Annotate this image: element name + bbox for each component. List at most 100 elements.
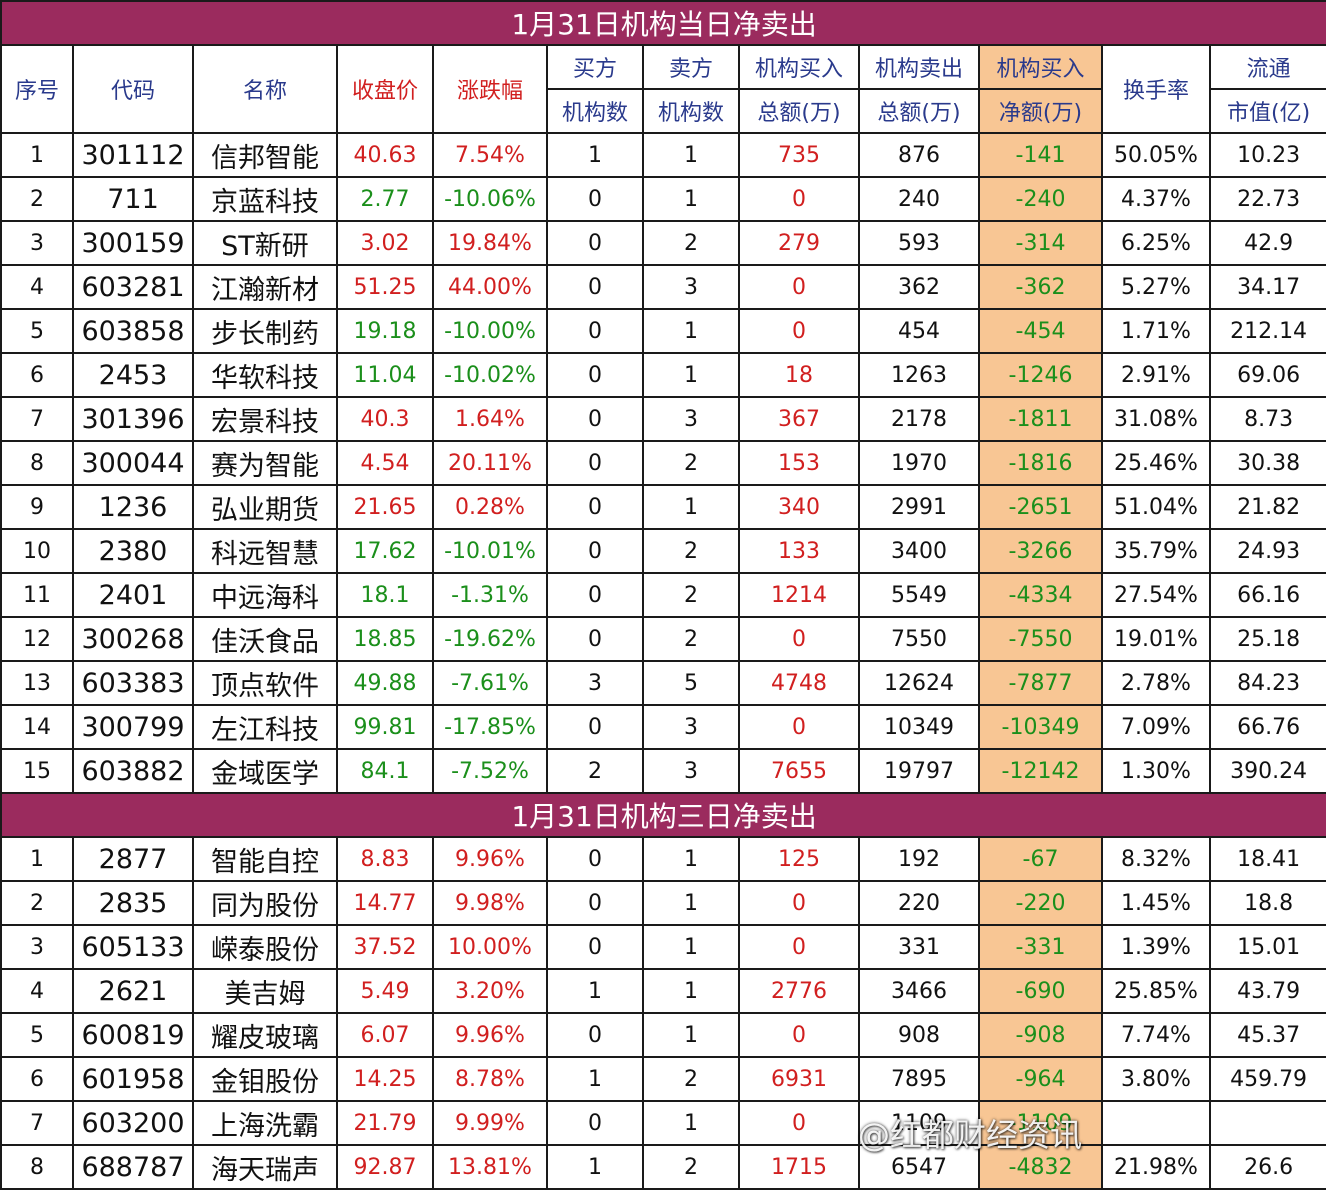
turnover-cell: 25.85%	[1101, 968, 1211, 1014]
seq-cell: 5	[0, 308, 74, 354]
seq-cell: 7	[0, 1100, 74, 1146]
code-cell: 2453	[72, 352, 194, 398]
seq-cell: 1	[0, 836, 74, 882]
buy-amount-cell: 153	[738, 440, 860, 486]
sell-amount-cell: 593	[858, 220, 980, 266]
sell-amount-cell: 7895	[858, 1056, 980, 1102]
turnover-cell: 7.09%	[1101, 704, 1211, 750]
net-amount-cell: -240	[978, 176, 1103, 222]
sell-amount-cell: 3400	[858, 528, 980, 574]
mcap-cell: 212.14	[1208, 308, 1326, 354]
buyers-cell: 0	[546, 440, 644, 486]
close-cell: 11.04	[336, 352, 434, 398]
table-row: 11 2401 中远海科 18.1 -1.31% 0 2 1214 5549 -4334 27.54…	[0, 572, 1326, 618]
buy-amount-cell: 340	[738, 484, 860, 530]
close-cell: 3.02	[336, 220, 434, 266]
name-cell: 京蓝科技	[192, 176, 338, 222]
table-row: 8 688787 海天瑞声 92.87 13.81% 1 2 1715 6547 -4832 21.…	[0, 1144, 1326, 1190]
seq-cell: 6	[0, 352, 74, 398]
change-cell: 9.98%	[432, 880, 548, 926]
code-cell: 601958	[72, 1056, 194, 1102]
mcap-cell: 25.18	[1208, 616, 1326, 662]
net-amount-cell: -1816	[978, 440, 1103, 486]
buyers-cell: 0	[546, 572, 644, 618]
buy-amount-cell: 7655	[738, 748, 860, 794]
section-title-row: 1月31日机构当日净卖出	[0, 0, 1326, 46]
code-cell: 600819	[72, 1012, 194, 1058]
table-row: 3 300159 ST新研 3.02 19.84% 0 2 279 593 -314 6.25% 42…	[0, 220, 1326, 266]
close-cell: 14.77	[336, 880, 434, 926]
close-cell: 99.81	[336, 704, 434, 750]
name-cell: 中远海科	[192, 572, 338, 618]
sellers-cell: 1	[642, 924, 740, 970]
mcap-cell: 22.73	[1208, 176, 1326, 222]
buyers-cell: 0	[546, 264, 644, 310]
sellers-cell: 3	[642, 396, 740, 442]
close-cell: 92.87	[336, 1144, 434, 1190]
sell-amount-cell: 1109	[858, 1100, 980, 1146]
code-cell: 711	[72, 176, 194, 222]
turnover-cell: 2.78%	[1101, 660, 1211, 706]
section-title-row: 1月31日机构三日净卖出	[0, 792, 1326, 838]
header-seq: 序号	[0, 44, 74, 134]
seq-cell: 2	[0, 880, 74, 926]
buy-amount-cell: 0	[738, 616, 860, 662]
table-row: 2 2835 同为股份 14.77 9.98% 0 1 0 220 -220 1.45% 18.8	[0, 880, 1326, 926]
buyers-cell: 1	[546, 1056, 644, 1102]
seq-cell: 15	[0, 748, 74, 794]
close-cell: 6.07	[336, 1012, 434, 1058]
net-amount-cell: -690	[978, 968, 1103, 1014]
header-name: 名称	[192, 44, 338, 134]
change-cell: -17.85%	[432, 704, 548, 750]
close-cell: 19.18	[336, 308, 434, 354]
header-mcap: 流通	[1208, 44, 1326, 90]
buyers-cell: 0	[546, 220, 644, 266]
name-cell: 左江科技	[192, 704, 338, 750]
table-row: 15 603882 金域医学 84.1 -7.52% 2 3 7655 19797 -12142 1…	[0, 748, 1326, 794]
sellers-cell: 1	[642, 880, 740, 926]
turnover-cell: 35.79%	[1101, 528, 1211, 574]
change-cell: 9.99%	[432, 1100, 548, 1146]
turnover-cell: 8.32%	[1101, 836, 1211, 882]
sellers-cell: 2	[642, 1144, 740, 1190]
table-row: 2 711 京蓝科技 2.77 -10.06% 0 1 0 240 -240 4.37% 22.73	[0, 176, 1326, 222]
code-cell: 603882	[72, 748, 194, 794]
seq-cell: 9	[0, 484, 74, 530]
buy-amount-cell: 4748	[738, 660, 860, 706]
buy-amount-cell: 6931	[738, 1056, 860, 1102]
turnover-cell: 50.05%	[1101, 132, 1211, 178]
turnover-cell: 2.91%	[1101, 352, 1211, 398]
mcap-cell: 15.01	[1208, 924, 1326, 970]
close-cell: 49.88	[336, 660, 434, 706]
mcap-cell: 69.06	[1208, 352, 1326, 398]
sell-amount-cell: 6547	[858, 1144, 980, 1190]
table-row: 5 603858 步长制药 19.18 -10.00% 0 1 0 454 -454 1.71% 21…	[0, 308, 1326, 354]
sellers-cell: 3	[642, 704, 740, 750]
turnover-cell: 1.39%	[1101, 924, 1211, 970]
change-cell: -1.31%	[432, 572, 548, 618]
header-buyers-count: 机构数	[546, 88, 644, 134]
mcap-cell: 30.38	[1208, 440, 1326, 486]
close-cell: 40.63	[336, 132, 434, 178]
mcap-cell: 42.9	[1208, 220, 1326, 266]
buyers-cell: 0	[546, 836, 644, 882]
net-amount-cell: -331	[978, 924, 1103, 970]
buyers-cell: 0	[546, 704, 644, 750]
seq-cell: 8	[0, 1144, 74, 1190]
seq-cell: 4	[0, 968, 74, 1014]
mcap-cell: 34.17	[1208, 264, 1326, 310]
buyers-cell: 0	[546, 528, 644, 574]
code-cell: 605133	[72, 924, 194, 970]
buy-amount-cell: 0	[738, 704, 860, 750]
change-cell: 13.81%	[432, 1144, 548, 1190]
mcap-cell: 10.23	[1208, 132, 1326, 178]
seq-cell: 7	[0, 396, 74, 442]
seq-cell: 3	[0, 220, 74, 266]
section1-title: 1月31日机构当日净卖出	[0, 0, 1326, 46]
change-cell: 0.28%	[432, 484, 548, 530]
sellers-cell: 5	[642, 660, 740, 706]
buyers-cell: 1	[546, 1144, 644, 1190]
turnover-cell: 4.37%	[1101, 176, 1211, 222]
sellers-cell: 3	[642, 264, 740, 310]
mcap-cell: 8.73	[1208, 396, 1326, 442]
